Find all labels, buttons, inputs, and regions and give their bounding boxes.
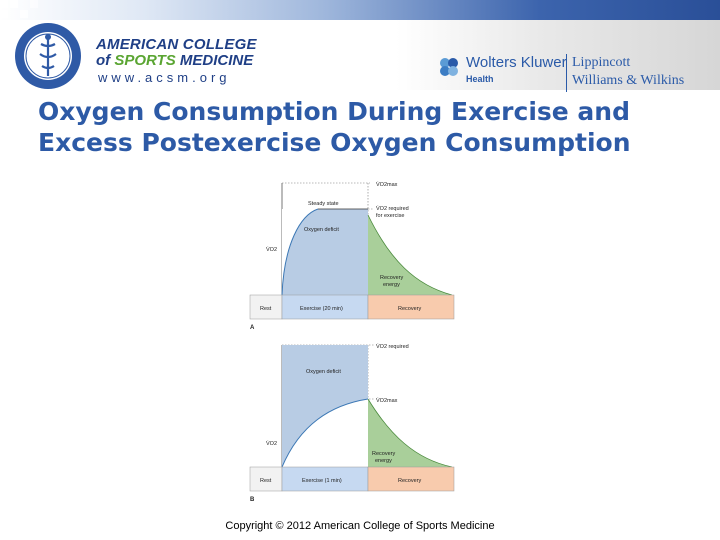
panel-b-phase-exercise: Exercise (1 min) <box>302 478 342 484</box>
logo-divider <box>566 54 567 92</box>
panel-a: V̇O2max V̇O2 required for exercise Stead… <box>249 181 455 331</box>
acsm-seal-icon <box>15 23 81 89</box>
slide-title: Oxygen Consumption During Exercise and E… <box>38 97 631 157</box>
panel-b-letter: B <box>250 497 255 503</box>
panel-a-y-label: V̇O2 <box>266 246 277 253</box>
publisher-name: Wolters Kluwer <box>466 54 567 71</box>
panel-a-phase-exercise: Exercise (20 min) <box>300 306 343 312</box>
panel-b-recovery-energy1: Recovery <box>372 451 395 457</box>
imprint-line1: Lippincott <box>572 55 631 70</box>
panel-b-deficit: Oxygen deficit <box>306 369 341 375</box>
panel-a-steady-state: Steady state <box>308 201 339 207</box>
panel-a-required-label2: for exercise <box>376 213 404 219</box>
panel-a-deficit: Oxygen deficit <box>304 227 339 233</box>
panel-a-recovery-energy2: energy <box>383 282 400 288</box>
panel-a-vo2max-label: V̇O2max <box>376 181 398 188</box>
slide-header: AMERICAN COLLEGE of SPORTS MEDICINE www.… <box>0 20 720 92</box>
panel-a-recovery-energy1: Recovery <box>380 275 403 281</box>
org-url: www.acsm.org <box>98 70 231 85</box>
panel-b-vo2max-label: V̇O2max <box>376 397 398 404</box>
org-name-line2: of SPORTS MEDICINE <box>96 52 254 69</box>
wolters-kluwer-logo-icon <box>440 58 458 76</box>
panel-a-letter: A <box>250 325 255 331</box>
publisher-division: Health <box>466 74 494 84</box>
recovery-area-b <box>368 399 452 467</box>
panel-b-phase-recovery: Recovery <box>398 478 421 484</box>
recovery-area-a <box>368 215 452 295</box>
copyright-notice: Copyright © 2012 American College of Spo… <box>225 520 495 532</box>
panel-a-phase-rest: Rest <box>260 306 272 312</box>
org-name-line1: AMERICAN COLLEGE <box>96 36 257 53</box>
panel-b-y-label: V̇O2 <box>266 440 277 447</box>
top-decorative-band <box>0 0 720 20</box>
panel-b: V̇O2 required Oxygen deficit V̇O2max V̇O… <box>249 343 455 503</box>
panel-b-recovery-energy2: energy <box>375 458 392 464</box>
exercise-area-a <box>282 209 368 295</box>
panel-b-phase-rest: Rest <box>260 478 272 484</box>
panel-b-required-label: V̇O2 required <box>376 343 409 350</box>
panel-a-required-label: V̇O2 required <box>376 205 409 212</box>
imprint-line2: Williams & Wilkins <box>572 73 685 88</box>
oxygen-consumption-figure: V̇O2max V̇O2 required for exercise Stead… <box>249 181 455 503</box>
panel-a-phase-recovery: Recovery <box>398 306 421 312</box>
